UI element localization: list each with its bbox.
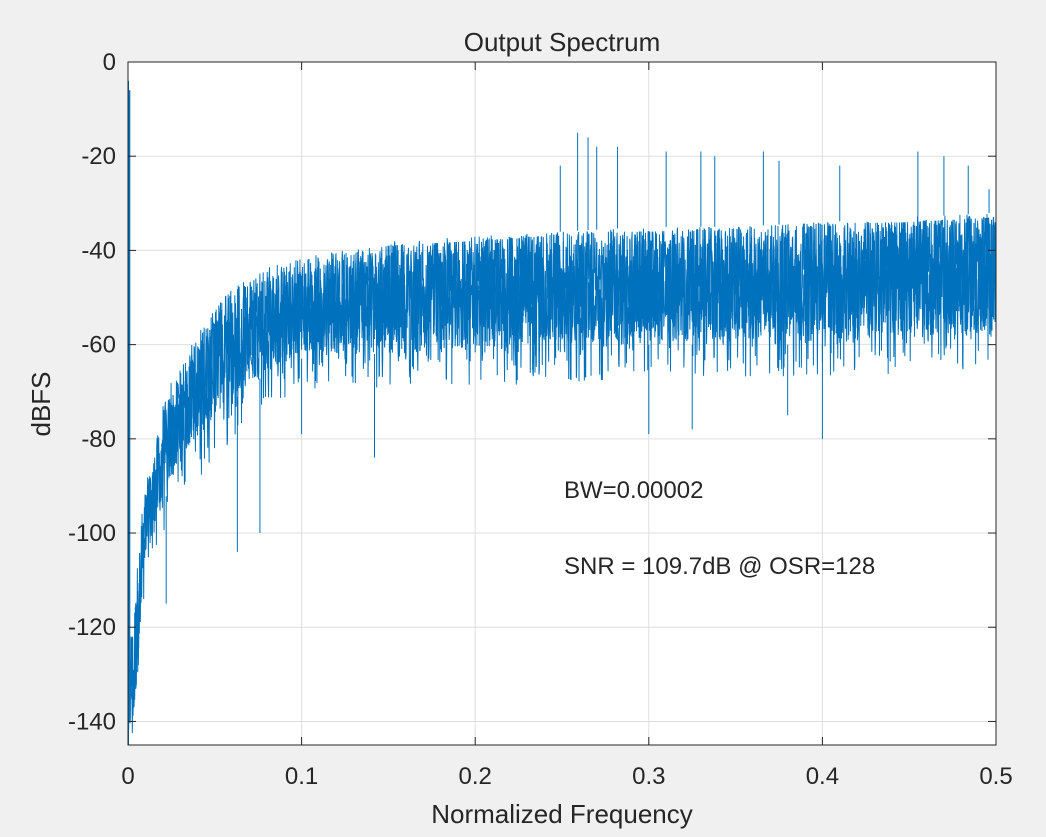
x-axis-label: Normalized Frequency (431, 799, 693, 829)
y-tick-label: -60 (81, 332, 116, 359)
x-tick-label: 0.2 (459, 763, 492, 790)
axis-ticks: 0 0.1 0.2 0.3 0.4 0.5 0 -20 -40 -60 -80 -100 -120 -14… (68, 49, 1013, 790)
y-tick-label: -140 (68, 708, 116, 735)
y-tick-label: -20 (81, 143, 116, 170)
x-tick-label: 0.3 (632, 763, 665, 790)
plot-frame (127, 61, 997, 746)
spectrum-trace (128, 80, 996, 745)
y-tick-label: 0 (103, 49, 116, 76)
spectrum-line-dense (128, 219, 996, 731)
grid-lines (127, 61, 997, 745)
annotation-snr: SNR = 109.7dB @ OSR=128 (564, 553, 875, 580)
y-tick-label: -80 (81, 426, 116, 453)
x-tick-label: 0 (121, 763, 134, 790)
plot-area (128, 62, 996, 745)
y-tick-label: -100 (68, 520, 116, 547)
x-tick-label: 0.4 (806, 763, 839, 790)
annotation-bandwidth: BW=0.00002 (564, 477, 703, 504)
y-tick-label: -40 (81, 237, 116, 264)
chart-title: Output Spectrum (464, 27, 661, 57)
y-axis-label: dBFS (26, 371, 56, 436)
x-tick-label: 0.5 (979, 763, 1012, 790)
y-tick-label: -120 (68, 614, 116, 641)
x-tick-label: 0.1 (285, 763, 318, 790)
